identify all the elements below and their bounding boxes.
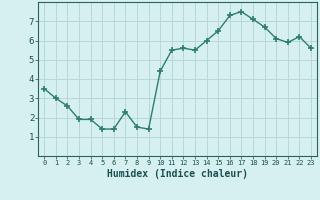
X-axis label: Humidex (Indice chaleur): Humidex (Indice chaleur) xyxy=(107,169,248,179)
